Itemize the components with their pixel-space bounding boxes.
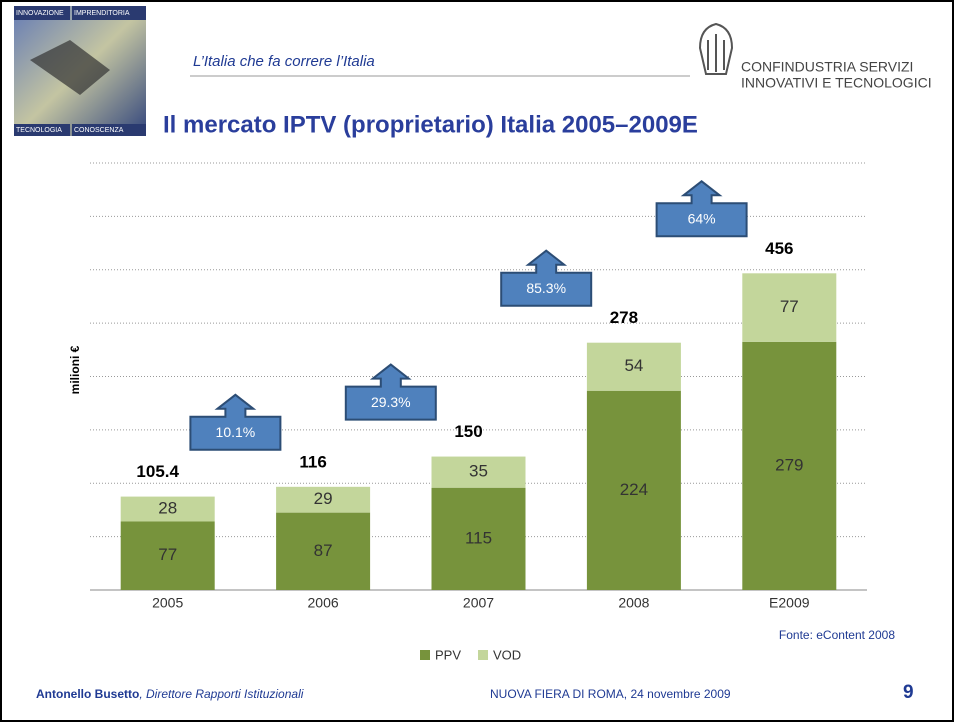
footer-event: NUOVA FIERA DI ROMA, 24 novembre 2009 (490, 687, 731, 701)
total-label: 456 (765, 239, 793, 258)
growth-label: 29.3% (371, 394, 411, 410)
logo-right: CONFINDUSTRIA SERVIZI INNOVATIVI E TECNO… (698, 22, 932, 91)
total-label: 278 (610, 308, 638, 327)
value-label: 77 (158, 545, 177, 564)
value-label: 35 (469, 462, 488, 481)
growth-label: 10.1% (216, 424, 256, 440)
author: Antonello Busetto (36, 687, 139, 701)
bar-segment (120, 521, 215, 590)
growth-arrow (655, 180, 748, 238)
logo-text: CONOSCENZA (74, 127, 124, 134)
legend-label: VOD (493, 647, 521, 662)
y-axis-label: milioni € (68, 345, 82, 394)
bar-segment (586, 390, 681, 590)
x-tick-label: E2009 (769, 595, 810, 611)
footer-author: Antonello Busetto, Direttore Rapporti Is… (36, 687, 304, 701)
logo-text: INNOVATIVI E TECNOLOGICI (741, 75, 932, 91)
logo-text: CONFINDUSTRIA SERVIZI (741, 59, 913, 75)
x-tick-label: 2005 (152, 595, 183, 611)
legend-swatch (420, 650, 430, 660)
value-label: 224 (620, 480, 648, 499)
chart-title: Il mercato IPTV (proprietario) Italia 20… (163, 111, 698, 138)
value-label: 54 (624, 356, 643, 375)
tagline: L’Italia che fa correre l’Italia (193, 53, 375, 70)
growth-label: 64% (688, 211, 716, 227)
total-label: 105.4 (136, 462, 179, 481)
bar-segment (431, 487, 526, 590)
growth-label: 85.3% (526, 280, 566, 296)
legend-swatch (478, 650, 489, 660)
x-tick-label: 2008 (618, 595, 649, 611)
value-label: 29 (314, 489, 333, 508)
legend-label: PPV (435, 647, 461, 662)
page-number: 9 (903, 682, 914, 703)
source: Fonte: eContent 2008 (779, 628, 895, 642)
value-label: 279 (775, 455, 803, 474)
bar-segment (742, 273, 837, 342)
bar-segment (276, 512, 371, 590)
x-tick-label: 2006 (308, 595, 339, 611)
logo-left: INNOVAZIONE IMPRENDITORIA TECNOLOGIA CON… (14, 6, 146, 136)
bar-segment (586, 342, 681, 391)
growth-arrow (189, 393, 282, 451)
logo-text: IMPRENDITORIA (74, 10, 130, 17)
bar-segment (431, 456, 526, 488)
role: , Direttore Rapporti Istituzionali (139, 687, 303, 701)
value-label: 28 (158, 499, 177, 518)
bar-segment (276, 486, 371, 513)
bar-segment (120, 496, 215, 522)
logo-text: INNOVAZIONE (16, 10, 64, 17)
growth-arrow (500, 249, 593, 307)
x-tick-label: 2007 (463, 595, 494, 611)
total-label: 116 (299, 452, 326, 471)
total-label: 150 (454, 422, 482, 441)
bar-segment (742, 341, 837, 590)
value-label: 77 (780, 297, 799, 316)
logo-text: TECNOLOGIA (16, 127, 62, 134)
value-label: 115 (465, 528, 492, 547)
value-label: 87 (314, 541, 333, 560)
growth-arrow (344, 363, 437, 421)
